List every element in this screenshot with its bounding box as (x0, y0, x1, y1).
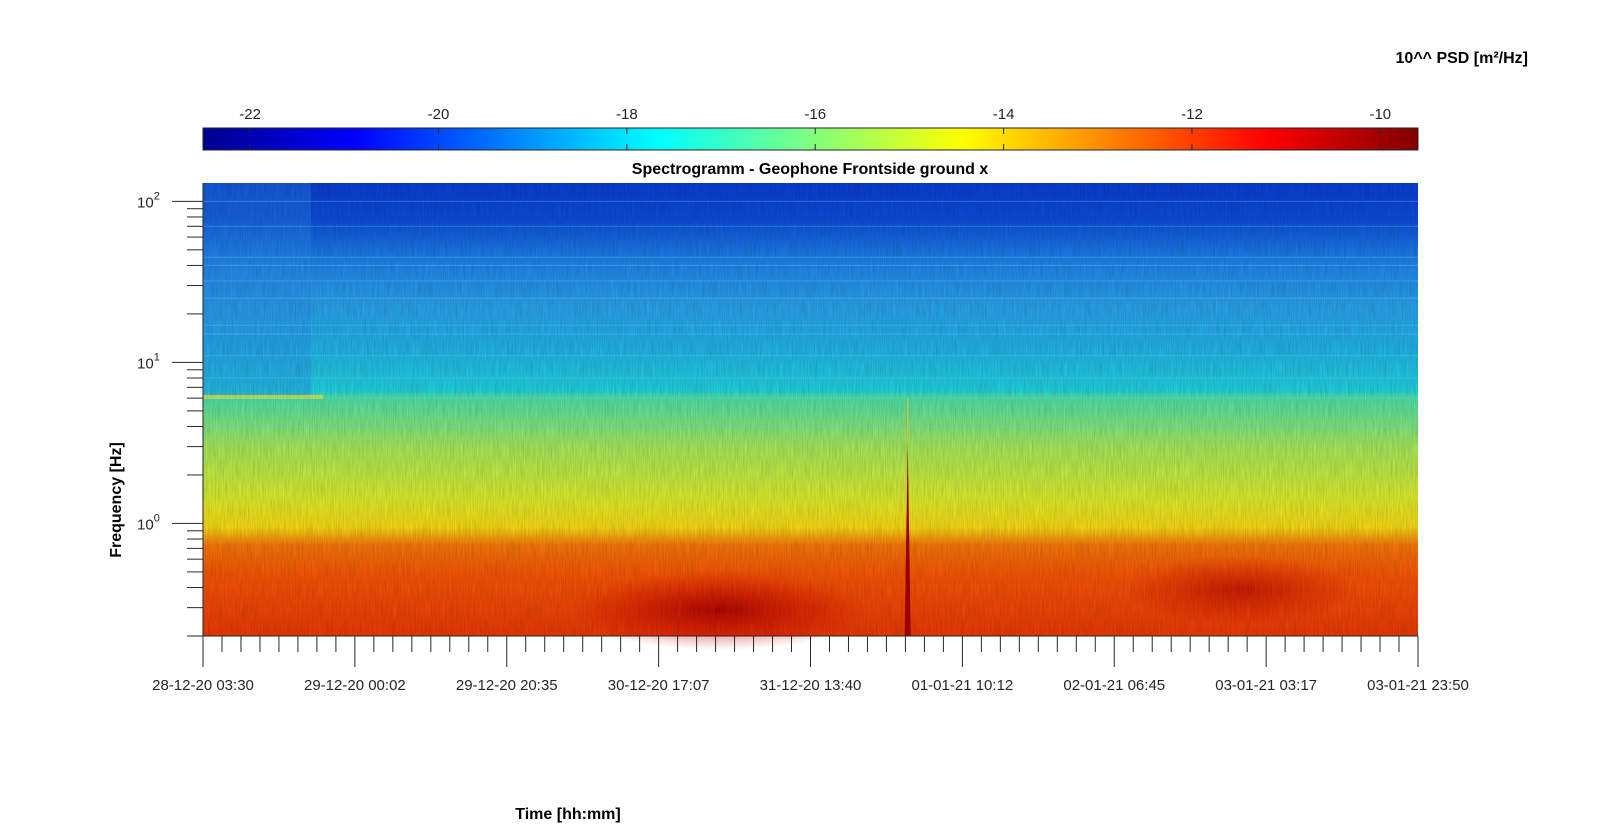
y-tick-exponent: 0 (154, 512, 160, 524)
x-tick-label: 01-01-21 10:12 (912, 677, 1014, 694)
x-tick-label: 30-12-20 17:07 (608, 677, 710, 694)
colorbar-tick-label: -12 (1181, 106, 1203, 123)
colorbar-tick-label: -14 (993, 106, 1015, 123)
y-tick-base: 10 (137, 355, 154, 372)
y-tick-exponent: 1 (154, 351, 160, 363)
plot-area (203, 183, 1418, 650)
x-tick-label: 02-01-21 06:45 (1063, 677, 1165, 694)
y-tick-label: 101 (137, 351, 160, 372)
x-tick-label: 28-12-20 03:30 (152, 677, 254, 694)
x-tick-label: 03-01-21 03:17 (1215, 677, 1317, 694)
colorbar-tick-label: -22 (239, 106, 261, 123)
colorbar-tick-label: -10 (1369, 106, 1391, 123)
colorbar-tick-label: -18 (616, 106, 638, 123)
colorbar-ticks: -22 -20 -18 -16 -14 -12 -10 (239, 106, 1391, 150)
colorbar-tick-label: -16 (804, 106, 826, 123)
event-spike (904, 398, 911, 636)
y-tick-label: 102 (137, 190, 160, 211)
spectrogram-noise (203, 183, 1418, 636)
x-tick-label: 29-12-20 20:35 (456, 677, 558, 694)
frequency-band-lines (203, 200, 1418, 427)
colorbar: -22 -20 -18 -16 -14 -12 -10 (202, 106, 1419, 151)
colorbar-label: 10^^ PSD [m²/Hz] (1396, 50, 1528, 67)
colorbar-gradient (202, 127, 1419, 151)
y-axis-label: Frequency [Hz] (108, 442, 125, 558)
y-tick-base: 10 (137, 194, 154, 211)
colorbar-tick-label: -20 (428, 106, 450, 123)
y-tick-label: 100 (137, 512, 160, 533)
event-spike-mark (904, 442, 911, 636)
y-tick-base: 10 (137, 516, 154, 533)
x-axis: 28-12-20 03:30 29-12-20 00:02 29-12-20 20:… (152, 635, 1469, 694)
chart-title: Spectrogramm - Geophone Frontside ground… (632, 161, 989, 178)
x-tick-label: 03-01-21 23:50 (1367, 677, 1469, 694)
x-tick-label: 29-12-20 00:02 (304, 677, 406, 694)
x-tick-label: 31-12-20 13:40 (760, 677, 862, 694)
y-tick-exponent: 2 (154, 190, 160, 202)
x-axis-label: Time [hh:mm] (515, 806, 620, 823)
